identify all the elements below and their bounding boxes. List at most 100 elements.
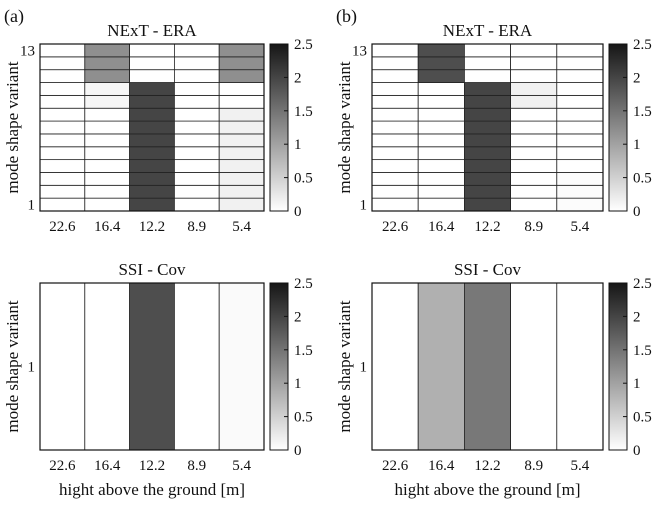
x-tick-label: 8.9: [524, 458, 543, 474]
y-tick-label: 1: [360, 360, 368, 376]
colorbar-tick-label: 2.5: [633, 276, 652, 292]
x-tick-label: 22.6: [382, 219, 409, 235]
heatmap-cell: [371, 282, 419, 451]
plot-frame: [371, 43, 604, 212]
heatmap-cell: [218, 282, 265, 451]
heatmap-cell: [556, 133, 604, 148]
colorbar: [269, 43, 289, 212]
chart-panel-2: NExT - ERA 22.6 16.4 12.2 8.9 5.4 1 13 mode shap…: [335, 21, 652, 235]
heatmap-cell: [417, 120, 465, 135]
heatmap-cell: [556, 184, 604, 199]
heatmap-cell: [417, 56, 465, 71]
heatmap-cell: [84, 120, 131, 135]
heatmap-cell: [84, 133, 131, 148]
chart-title: SSI - Cov: [454, 260, 522, 279]
colorbar-tick-label: 2.5: [294, 276, 313, 292]
charts: NExT - ERA 22.6 16.4 12.2 8.9 5.4 1 13 mode shap…: [3, 21, 652, 499]
heatmap-cell: [39, 197, 86, 212]
heatmap-cell: [510, 94, 558, 109]
heatmap-cell: [218, 43, 265, 58]
x-tick-label: 8.9: [524, 219, 543, 235]
heatmap-cell: [417, 184, 465, 199]
x-tick-label: 5.4: [571, 219, 590, 235]
heatmap-cell: [371, 133, 419, 148]
heatmap-cell: [510, 43, 558, 58]
heatmap-cell: [371, 120, 419, 135]
x-tick-label: 16.4: [94, 219, 121, 235]
y-axis-label: mode shape variant: [3, 61, 22, 193]
heatmap-cell: [463, 146, 511, 161]
heatmap-cell: [129, 282, 175, 451]
y-axis-label: mode shape variant: [335, 61, 354, 193]
colorbar-tick-label: 0.5: [633, 410, 652, 426]
heatmap-cell: [371, 107, 419, 122]
heatmap-cell: [463, 56, 511, 71]
heatmap-cell: [173, 82, 220, 96]
colorbar-tick-label: 1: [294, 137, 302, 153]
chart-panel-1: NExT - ERA 22.6 16.4 12.2 8.9 5.4 1 13 mode shap…: [3, 21, 313, 235]
x-tick-label: 12.2: [474, 458, 500, 474]
x-tick-label: 22.6: [49, 458, 76, 474]
heatmap-cell: [510, 69, 558, 83]
heatmap-cell: [218, 107, 265, 122]
heatmap-cell: [463, 133, 511, 148]
heatmap-cell: [173, 107, 220, 122]
heatmap-cell: [556, 69, 604, 83]
x-tick-label: 22.6: [49, 219, 76, 235]
chart-panel-4: SSI - Cov 22.6 16.4 12.2 8.9 5.4 1 mode shape v…: [335, 260, 652, 499]
chart-title: NExT - ERA: [443, 21, 533, 40]
heatmap-cell: [463, 107, 511, 122]
heatmap-cell: [463, 82, 511, 96]
heatmap-cell: [218, 120, 265, 135]
plot-frame: [39, 43, 265, 212]
heatmap-cell: [39, 146, 86, 161]
heatmap-cell: [463, 159, 511, 173]
x-tick-label: 22.6: [382, 458, 409, 474]
heatmap-cell: [173, 184, 220, 199]
heatmap-cell: [510, 107, 558, 122]
heatmap-cell: [371, 43, 419, 58]
heatmap-cell: [39, 107, 86, 122]
x-tick-label: 5.4: [571, 458, 590, 474]
heatmap-cell: [371, 184, 419, 199]
panel-label-a: (a): [4, 6, 24, 27]
heatmap-cell: [173, 172, 220, 186]
plot-frame: [371, 282, 604, 451]
heatmap-cell: [39, 159, 86, 173]
heatmap-cell: [84, 107, 131, 122]
heatmap-cell: [371, 69, 419, 83]
chart-title: NExT - ERA: [107, 21, 197, 40]
heatmap-cell: [417, 82, 465, 96]
heatmap-cell: [84, 159, 131, 173]
heatmap-cell: [39, 172, 86, 186]
heatmap-cell: [218, 94, 265, 109]
heatmap-cell: [129, 94, 175, 109]
colorbar-tick-label: 2: [633, 309, 641, 325]
colorbar-tick-label: 1.5: [633, 343, 652, 359]
heatmap-cell: [129, 120, 175, 135]
heatmap-cell: [173, 43, 220, 58]
heatmap-cell: [84, 56, 131, 71]
heatmap-cell: [218, 133, 265, 148]
x-tick-label: 16.4: [94, 458, 121, 474]
heatmap-cell: [463, 120, 511, 135]
heatmap-cell: [417, 133, 465, 148]
heatmap-cell: [463, 184, 511, 199]
heatmap-cell: [129, 69, 175, 83]
heatmap-cell: [129, 107, 175, 122]
plot-frame: [39, 282, 265, 451]
colorbar-tick-label: 1: [633, 137, 641, 153]
heatmap-cell: [84, 146, 131, 161]
heatmap-cell: [129, 82, 175, 96]
heatmap-cell: [129, 146, 175, 161]
heatmap-cell: [129, 43, 175, 58]
colorbar-tick-label: 0: [633, 204, 641, 220]
x-tick-label: 12.2: [139, 219, 165, 235]
colorbar-tick-label: 0.5: [633, 171, 652, 187]
colorbar-tick-label: 2: [633, 70, 641, 86]
x-tick-label: 16.4: [428, 458, 455, 474]
heatmap-cell: [129, 159, 175, 173]
heatmap-cell: [510, 82, 558, 96]
x-tick-label: 12.2: [139, 458, 165, 474]
